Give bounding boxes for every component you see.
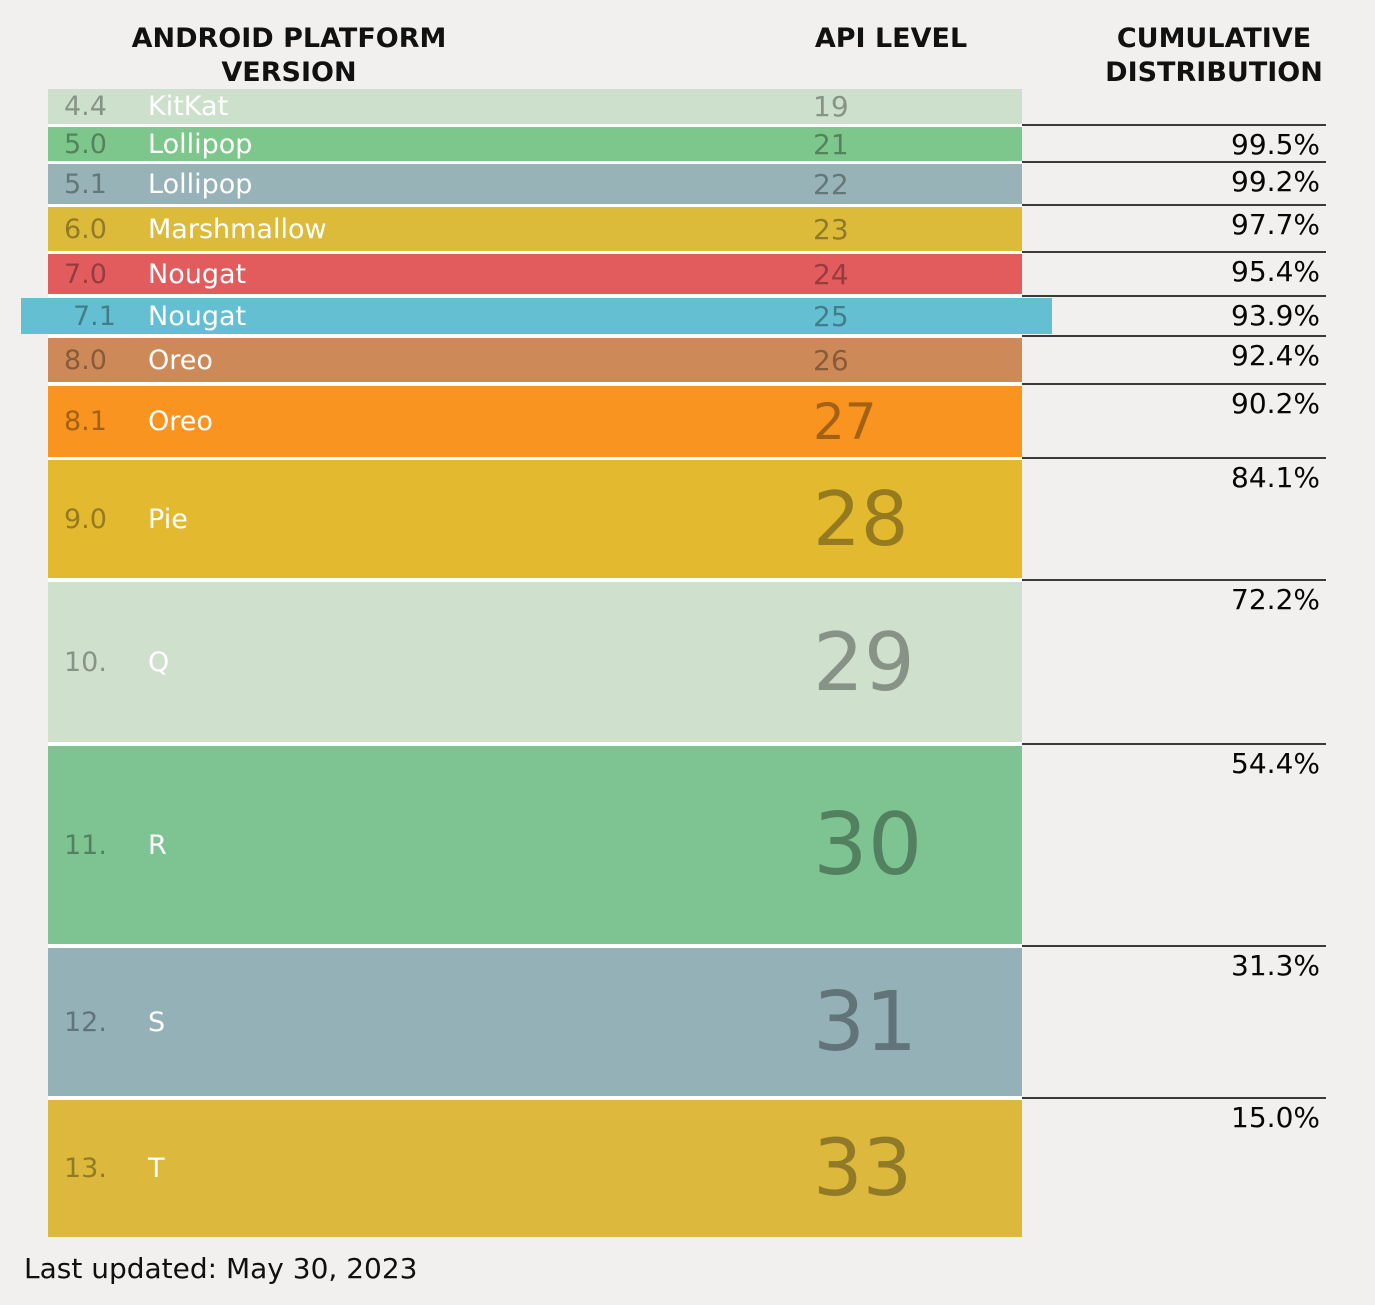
- platform-codename-label: Q: [148, 646, 170, 678]
- platform-codename-label: T: [148, 1153, 165, 1184]
- platform-codename-label: Nougat: [148, 300, 247, 332]
- platform-version-label: 5.0: [64, 128, 107, 160]
- cumulative-distribution-value: 95.4%: [1231, 255, 1320, 288]
- api-level-label: 29: [813, 615, 915, 709]
- platform-row-pie-api28[interactable]: 9.0 Pie 28: [48, 460, 1022, 578]
- cumulative-distribution-value: 84.1%: [1231, 461, 1320, 494]
- platform-codename-label: KitKat: [148, 91, 229, 122]
- cumulative-distribution-value: 15.0%: [1231, 1101, 1320, 1134]
- platform-version-label: 8.1: [64, 406, 107, 437]
- platform-version-label: 5.1: [64, 168, 107, 200]
- platform-version-label: 9.0: [64, 503, 107, 535]
- api-level-label: 21: [813, 127, 849, 161]
- platform-row-lollipop-api22[interactable]: 5.1 Lollipop 22: [48, 164, 1022, 204]
- platform-version-label: 6.0: [64, 213, 107, 245]
- platform-version-label: 7.1: [73, 300, 116, 332]
- cumulative-divider-line: [1022, 383, 1326, 385]
- platform-row-kitkat-api19[interactable]: 4.4 KitKat 19: [48, 89, 1022, 124]
- cumulative-divider-line: [1022, 457, 1326, 459]
- column-header-api-level: API LEVEL: [814, 23, 968, 54]
- platform-row-marshmallow-api23[interactable]: 6.0 Marshmallow 23: [48, 207, 1022, 251]
- platform-row-lollipop-api21[interactable]: 5.0 Lollipop 21: [48, 127, 1022, 161]
- cumulative-divider-line: [1022, 743, 1326, 745]
- api-level-label: 31: [813, 974, 918, 1070]
- platform-version-label: 4.4: [64, 91, 107, 122]
- platform-row-oreo-api27[interactable]: 8.1 Oreo 27: [48, 386, 1022, 457]
- cumulative-divider-line: [1022, 335, 1326, 337]
- platform-codename-label: Nougat: [148, 258, 247, 290]
- platform-version-label: 13.: [64, 1153, 107, 1184]
- cumulative-distribution-value: 97.7%: [1231, 208, 1320, 241]
- last-updated-label: Last updated: May 30, 2023: [24, 1252, 418, 1285]
- api-level-label: 27: [813, 392, 877, 451]
- platform-codename-label: R: [148, 829, 167, 861]
- platform-codename-label: Lollipop: [148, 128, 253, 160]
- platform-row-nougat-api25[interactable]: 7.1 Nougat 25: [21, 298, 1052, 334]
- api-level-label: 22: [813, 167, 849, 201]
- cumulative-divider-line: [1022, 204, 1326, 206]
- api-level-label: 25: [813, 299, 849, 333]
- cumulative-divider-line: [1022, 124, 1326, 126]
- api-level-label: 26: [813, 343, 849, 377]
- platform-codename-label: Lollipop: [148, 168, 253, 200]
- cumulative-divider-line: [1022, 251, 1326, 253]
- platform-codename-label: Pie: [148, 503, 188, 535]
- cumulative-distribution-value: 90.2%: [1231, 387, 1320, 420]
- cumulative-divider-line: [1022, 1097, 1326, 1099]
- api-level-label: 23: [813, 212, 849, 246]
- platform-row-t-api33[interactable]: 13. T 33: [48, 1100, 1022, 1237]
- cumulative-divider-line: [1022, 161, 1326, 163]
- cumulative-divider-line: [1022, 579, 1326, 581]
- cumulative-divider-line: [1022, 295, 1326, 297]
- column-header-platform-version: ANDROID PLATFORM VERSION: [131, 23, 447, 88]
- cumulative-distribution-value: 99.5%: [1231, 128, 1320, 161]
- platform-codename-label: Marshmallow: [148, 213, 327, 245]
- platform-version-label: 7.0: [64, 258, 107, 290]
- cumulative-distribution-value: 92.4%: [1231, 339, 1320, 372]
- cumulative-distribution-value: 72.2%: [1231, 583, 1320, 616]
- platform-row-r-api30[interactable]: 11. R 30: [48, 746, 1022, 944]
- cumulative-distribution-value: 93.9%: [1231, 299, 1320, 332]
- platform-row-nougat-api24[interactable]: 7.0 Nougat 24: [48, 254, 1022, 294]
- api-level-label: 33: [813, 1123, 913, 1214]
- column-header-cumulative-distribution: CUMULATIVE DISTRIBUTION: [1105, 23, 1323, 88]
- api-level-label: 30: [813, 795, 923, 895]
- cumulative-distribution-value: 54.4%: [1231, 747, 1320, 780]
- cumulative-divider-line: [1022, 945, 1326, 947]
- platform-row-q-api29[interactable]: 10. Q 29: [48, 582, 1022, 742]
- api-level-label: 24: [813, 257, 849, 291]
- platform-row-s-api31[interactable]: 12. S 31: [48, 948, 1022, 1096]
- platform-codename-label: Oreo: [148, 344, 213, 376]
- platform-version-label: 12.: [64, 1006, 107, 1038]
- platform-row-oreo-api26[interactable]: 8.0 Oreo 26: [48, 338, 1022, 382]
- cumulative-distribution-value: 99.2%: [1231, 165, 1320, 198]
- platform-version-label: 11.: [64, 829, 107, 861]
- api-level-label: 19: [813, 90, 849, 123]
- platform-version-label: 8.0: [64, 344, 107, 376]
- cumulative-distribution-value: 31.3%: [1231, 949, 1320, 982]
- platform-codename-label: S: [148, 1006, 166, 1038]
- api-level-label: 28: [813, 475, 909, 563]
- platform-version-label: 10.: [64, 646, 107, 678]
- platform-codename-label: Oreo: [148, 406, 213, 437]
